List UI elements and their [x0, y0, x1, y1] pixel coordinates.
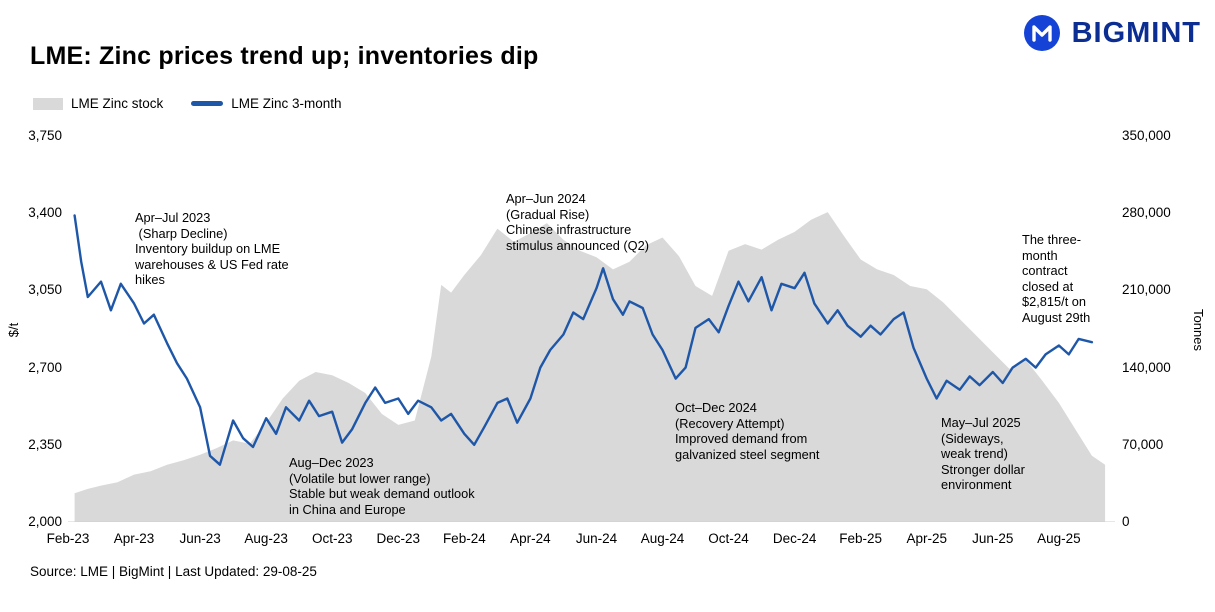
bigmint-logo-icon [1023, 14, 1061, 52]
legend-item-stock: LME Zinc stock [33, 96, 163, 111]
legend-label-stock: LME Zinc stock [71, 96, 164, 111]
left-axis-tick: 2,000 [28, 514, 62, 529]
x-axis-tick: Dec-23 [376, 531, 421, 546]
annotation-recovery-2024: Oct–Dec 2024 (Recovery Attempt) Improved… [675, 400, 820, 462]
annotation-closing-price: The three- month contract closed at $2,8… [1022, 232, 1091, 326]
source-note: Source: LME | BigMint | Last Updated: 29… [30, 564, 317, 579]
page-title: LME: Zinc prices trend up; inventories d… [30, 42, 539, 70]
x-axis-tick: Oct-24 [708, 531, 749, 546]
left-axis-tick: 3,400 [28, 205, 62, 221]
annotation-volatile-2023: Aug–Dec 2023 (Volatile but lower range) … [289, 455, 475, 517]
x-axis-tick: Feb-23 [46, 531, 90, 546]
right-axis-tick: 140,000 [1122, 359, 1171, 375]
annotation-sharp-decline-2023: Apr–Jul 2023 (Sharp Decline) Inventory b… [135, 210, 289, 288]
x-axis-tick: Dec-24 [772, 531, 817, 546]
right-axis-tick: 280,000 [1122, 205, 1171, 221]
left-axis-tick: 2,350 [28, 436, 62, 452]
x-axis-tick: Jun-24 [575, 531, 618, 546]
right-axis-title: Tonnes [1191, 309, 1206, 351]
right-axis-tick: 350,000 [1122, 128, 1171, 143]
left-axis-tick: 3,050 [28, 282, 62, 298]
x-axis-tick: Feb-24 [442, 531, 486, 546]
right-axis-tick: 0 [1122, 514, 1130, 529]
x-axis-tick: Jun-25 [972, 531, 1014, 546]
x-axis-tick: Jun-23 [179, 531, 221, 546]
annotation-sideways-2025: May–Jul 2025 (Sideways, weak trend) Stro… [941, 415, 1025, 493]
stock-area-series [74, 212, 1106, 522]
x-axis-tick: Apr-24 [510, 531, 551, 546]
x-axis-tick: Feb-25 [839, 531, 883, 546]
legend-item-price: LME Zinc 3-month [191, 96, 342, 111]
brand-logo: BIGMINT [1023, 14, 1201, 52]
right-axis-tick: 210,000 [1122, 282, 1171, 298]
left-axis-tick: 2,700 [28, 359, 62, 375]
chart-legend: LME Zinc stock LME Zinc 3-month [33, 96, 342, 111]
legend-label-price: LME Zinc 3-month [231, 96, 342, 111]
annotation-gradual-rise-2024: Apr–Jun 2024 (Gradual Rise) Chinese infr… [506, 191, 649, 253]
brand-name: BIGMINT [1071, 16, 1201, 49]
price-line-series [73, 214, 1094, 466]
x-axis-tick: Apr-25 [906, 531, 947, 546]
x-axis-tick: Aug-25 [1037, 531, 1081, 546]
stock-area-swatch [33, 97, 63, 110]
x-axis-tick: Apr-23 [113, 531, 155, 546]
x-axis-tick: Aug-24 [640, 531, 685, 546]
left-axis-title: $/t [6, 322, 21, 338]
x-axis-tick: Aug-23 [244, 531, 288, 546]
left-axis-tick: 3,750 [28, 128, 62, 143]
price-line-swatch [191, 101, 224, 106]
plot-svg [68, 212, 1115, 522]
right-axis-tick: 70,000 [1122, 436, 1164, 452]
x-axis-tick: Oct-23 [311, 531, 353, 546]
